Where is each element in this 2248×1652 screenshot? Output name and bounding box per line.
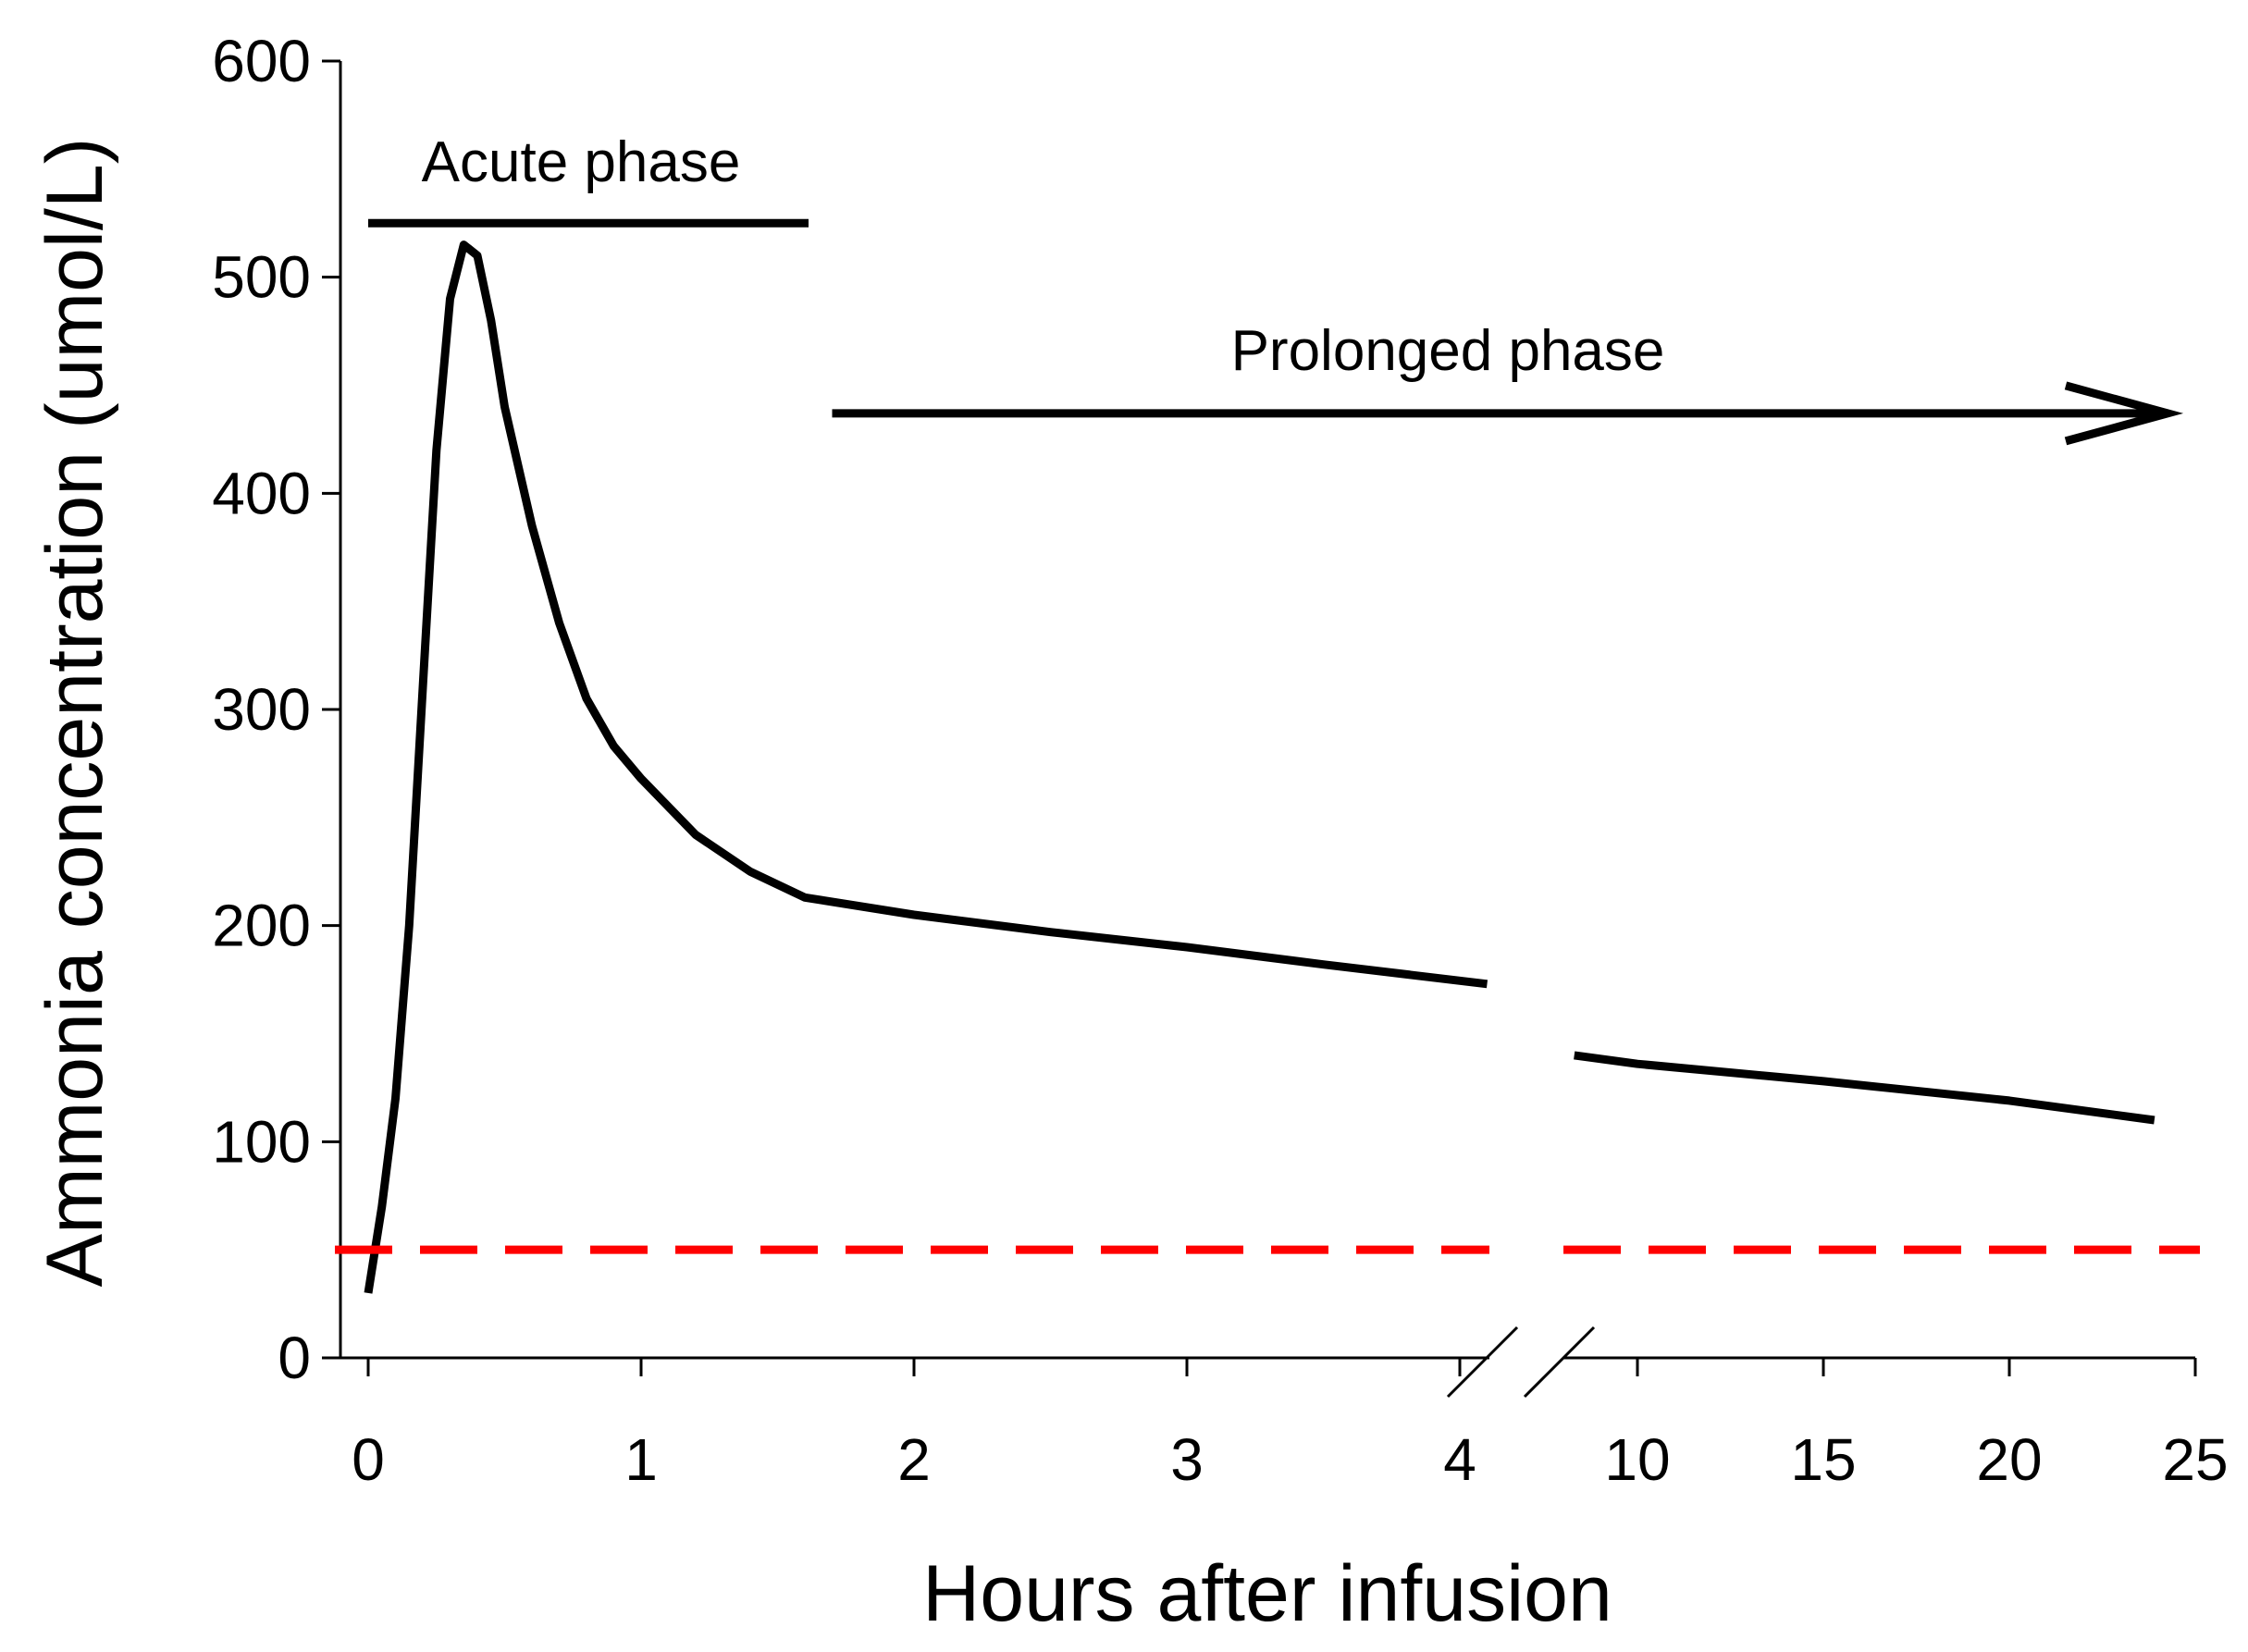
arrow-head: [2064, 381, 2184, 446]
ticks: 0 100 200 300 400 500 600 0 1 2 3 4 10 15 20 25: [212, 28, 2228, 1493]
x-tick-label: 1: [624, 1426, 658, 1493]
y-tick-label: 300: [212, 676, 311, 743]
x-tick-label: 15: [1790, 1426, 1856, 1493]
series: [335, 240, 2200, 1294]
axis-break-mark: [1523, 1325, 1596, 1399]
annotations: Acute phase Prolonged phase: [368, 130, 2184, 446]
prolonged-phase-label: Prolonged phase: [1231, 319, 1665, 383]
axis-break-mark: [1446, 1325, 1519, 1399]
x-tick-label: 3: [1170, 1426, 1204, 1493]
y-axis-title: Ammonia concentration (umol/L): [31, 138, 119, 1288]
y-tick-label: 100: [212, 1108, 311, 1175]
y-tick-label: 400: [212, 460, 311, 526]
x-tick-label: 10: [1604, 1426, 1670, 1493]
x-tick-label: 25: [2162, 1426, 2228, 1493]
y-tick-label: 0: [278, 1325, 311, 1391]
concentration-line: [364, 240, 1488, 1294]
x-tick-label: 20: [1976, 1426, 2042, 1493]
x-tick-label: 0: [352, 1426, 385, 1493]
y-tick-label: 500: [212, 244, 311, 311]
y-tick-label: 200: [212, 893, 311, 959]
acute-phase-label: Acute phase: [422, 130, 741, 194]
x-tick-label: 4: [1443, 1426, 1476, 1493]
axes: [339, 61, 2195, 1399]
y-tick-label: 600: [212, 28, 311, 94]
concentration-line: [1574, 1051, 2155, 1125]
x-axis-title: Hours after infusion: [922, 1549, 1612, 1638]
x-tick-label: 2: [897, 1426, 931, 1493]
